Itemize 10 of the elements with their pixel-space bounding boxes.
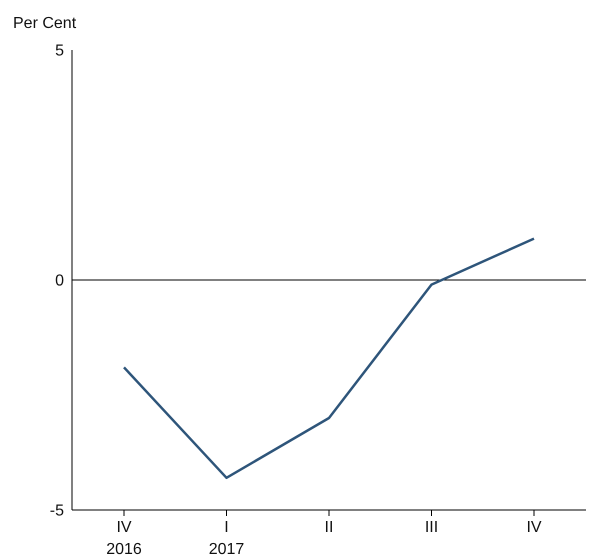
line-series <box>122 237 536 480</box>
x-tick-label: III <box>424 519 438 536</box>
y-tick-label: 0 <box>55 272 64 290</box>
x-tick-label: IV 2016 <box>106 519 142 558</box>
x-tick-label: II <box>324 519 334 536</box>
y-tick-label: -5 <box>50 502 64 520</box>
x-tick-label: I 2017 <box>208 519 244 558</box>
y-axis-title: Per Cent <box>13 15 77 32</box>
y-tick-label: 5 <box>55 42 64 60</box>
x-tick-label: IV <box>526 519 542 536</box>
